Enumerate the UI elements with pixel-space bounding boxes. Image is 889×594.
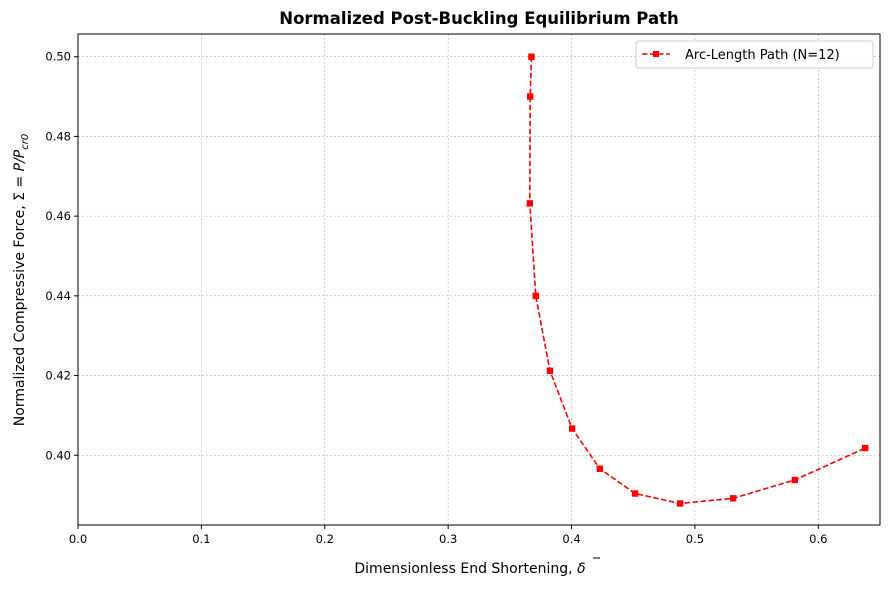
data-point (676, 500, 684, 507)
data-point (526, 200, 534, 207)
x-axis-ticks: 0.0 0.1 0.2 0.3 0.4 0.5 0.6 (69, 525, 827, 546)
plot-border (77, 33, 881, 526)
data-point (791, 476, 799, 484)
data-point (631, 490, 639, 497)
data-point (527, 93, 534, 100)
legend-label: Arc-Length Path (N=12) (685, 48, 840, 63)
x-tick-label: 0.1 (192, 532, 210, 546)
data-point (546, 367, 554, 374)
x-tick-label: 0.6 (809, 532, 827, 546)
x-tick-label: 0.0 (69, 532, 87, 546)
y-tick-label: 0.48 (45, 129, 71, 143)
y-tick-label: 0.50 (45, 50, 71, 64)
x-tick-label: 0.5 (686, 532, 704, 546)
data-point (568, 425, 576, 432)
y-tick-label: 0.42 (45, 369, 71, 383)
x-tick-label: 0.2 (316, 532, 334, 546)
data-point (532, 292, 539, 300)
x-tick-label: 0.4 (562, 532, 580, 546)
legend-marker-sample (653, 51, 659, 57)
y-tick-label: 0.40 (45, 448, 71, 462)
y-axis-ticks: 0.40 0.42 0.44 0.46 0.48 0.50 (45, 50, 78, 462)
x-axis-label: Dimensionless End Shortening, δ (354, 561, 585, 577)
y-axis-label: Normalized Compressive Force, Σ = P/Pcr0 (12, 134, 31, 426)
x-tick-label: 0.3 (439, 532, 457, 546)
data-point (861, 444, 869, 452)
series-line (529, 56, 866, 505)
plot-area (77, 33, 881, 526)
y-tick-label: 0.44 (45, 289, 71, 303)
legend: Arc-Length Path (N=12) (635, 40, 874, 69)
series-layer (526, 53, 869, 507)
data-point (528, 53, 535, 60)
data-point (596, 465, 604, 473)
legend-box (635, 40, 874, 69)
data-point (729, 495, 737, 502)
chart-title: Normalized Post-Buckling Equilibrium Pat… (279, 9, 678, 28)
y-tick-label: 0.46 (45, 209, 71, 223)
